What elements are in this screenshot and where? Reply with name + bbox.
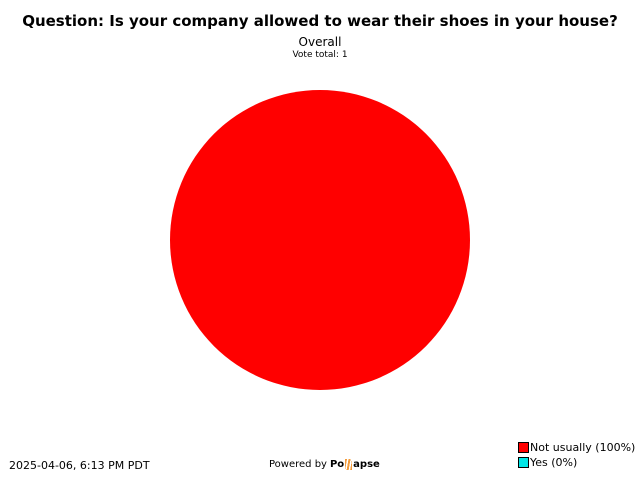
powered-by-label: Powered by — [269, 459, 327, 470]
logo-mark-icon — [345, 459, 353, 470]
powered-by: Powered by Po apse — [269, 459, 380, 470]
legend-item-not-usually: Not usually (100%) — [518, 441, 635, 454]
legend-item-yes: Yes (0%) — [518, 456, 577, 469]
timestamp: 2025-04-06, 6:13 PM PDT — [9, 459, 150, 472]
legend-swatch — [518, 457, 529, 468]
legend-label: Not usually (100%) — [530, 441, 636, 454]
chart-title: Question: Is your company allowed to wea… — [22, 12, 618, 30]
logo-right: apse — [353, 459, 380, 470]
legend-label: Yes (0%) — [530, 456, 578, 469]
pie-slice-not-usually — [170, 90, 470, 390]
legend-swatch — [518, 442, 529, 453]
vote-total: Vote total: 1 — [292, 50, 348, 60]
chart-subtitle: Overall — [298, 35, 342, 49]
pollapse-logo: Po apse — [330, 459, 380, 470]
logo-left: Po — [329, 459, 345, 470]
